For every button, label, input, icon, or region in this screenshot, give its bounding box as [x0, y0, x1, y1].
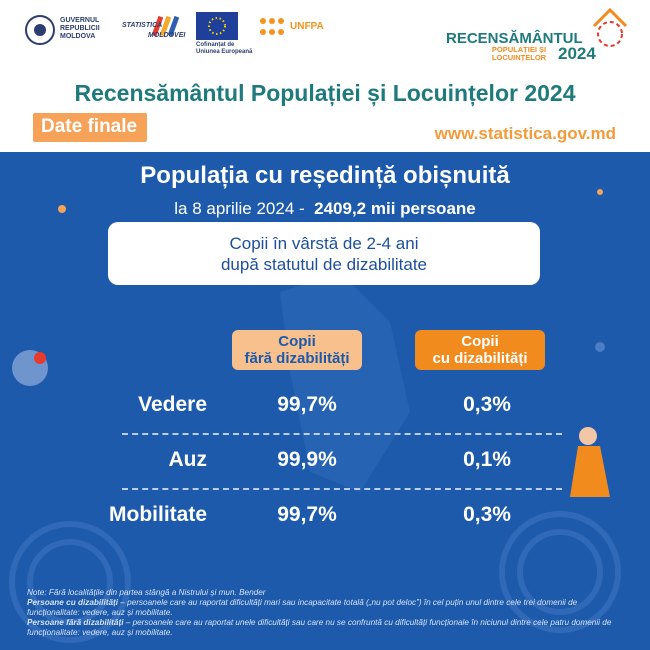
census-logo-year: 2024 [558, 44, 596, 63]
footnotes: Note: Fără localitățile din partea stâng… [27, 588, 627, 638]
table-cell: 0,1% [463, 448, 511, 471]
unfpa-logo-text: UNFPA [290, 21, 324, 32]
status-badge: Date finale [33, 113, 148, 142]
table-cell: 99,9% [277, 448, 337, 471]
row-separator [122, 488, 562, 490]
footnote: Note: Fără localitățile din partea stâng… [27, 588, 266, 597]
footnote: Persoane fără dizabilități – persoanele … [27, 618, 627, 638]
row-label: Auz [168, 448, 208, 471]
table-cell: 99,7% [277, 503, 337, 526]
column-header-line: Copii [461, 333, 499, 350]
eu-logo-text: Cofinanțat de Uniunea Europeană [196, 42, 253, 55]
row-separator [122, 433, 562, 435]
population-line: la 8 aprilie 2024 - 2409,2 mii persoane [0, 199, 650, 219]
subtitle-box: Copii în vârstă de 2-4 ani după statutul … [108, 222, 540, 285]
subtitle-line: Copii în vârstă de 2-4 ani [229, 234, 419, 253]
unfpa-icon [260, 18, 284, 35]
census-logo-subtitle: POPULAȚIEI ȘI LOCUINȚELOR [491, 45, 547, 62]
column-header-line: cu dizabilități [432, 350, 528, 367]
subtitle-line: după statutul de dizabilitate [220, 255, 428, 274]
girl-illustration [570, 427, 610, 497]
footnote: Persoane cu dizabilități – persoanele ca… [27, 598, 627, 618]
statistica-icon [151, 15, 180, 37]
population-total: 2409,2 mii persoane [314, 199, 476, 218]
section-heading: Populația cu reședință obișnuită [140, 162, 510, 189]
census-house-icon [592, 7, 628, 47]
column-header: Copii fără dizabilități [232, 330, 362, 370]
column-header: Copii cu dizabilități [415, 330, 545, 370]
statistica-logo-text: MOLDOVEI [148, 32, 186, 39]
main-title: Recensământul Populației și Locuințelor … [74, 80, 576, 106]
decorations [9, 189, 621, 643]
footnote-term: Persoane cu dizabilități [27, 598, 118, 607]
footnote-text: – persoanele care au raportat unele difi… [27, 618, 612, 637]
government-logo-text: GUVERNUL REPUBLICII MOLDOVA [60, 17, 100, 40]
footnote-text: – persoanele care au raportat dificultăț… [27, 598, 578, 617]
coat-of-arms-icon [25, 15, 55, 45]
census-logo-title: RECENSĂMÂNTUL [446, 30, 583, 47]
statistica-logo-text: STATISTICA [122, 22, 163, 29]
row-label: Vedere [138, 393, 207, 416]
column-header-line: Copii [278, 333, 316, 350]
table-cell: 99,7% [277, 393, 337, 416]
table-cell: 0,3% [463, 503, 511, 526]
content-panel [0, 152, 650, 650]
census-date: la 8 aprilie 2024 - [174, 199, 305, 218]
website-url: www.statistica.gov.md [434, 124, 616, 143]
row-label: Mobilitate [109, 503, 207, 526]
column-header-line: fără dizabilități [244, 350, 350, 367]
table-cell: 0,3% [463, 393, 511, 416]
footnote-term: Persoane fără dizabilități [27, 618, 124, 627]
eu-flag [196, 12, 238, 40]
